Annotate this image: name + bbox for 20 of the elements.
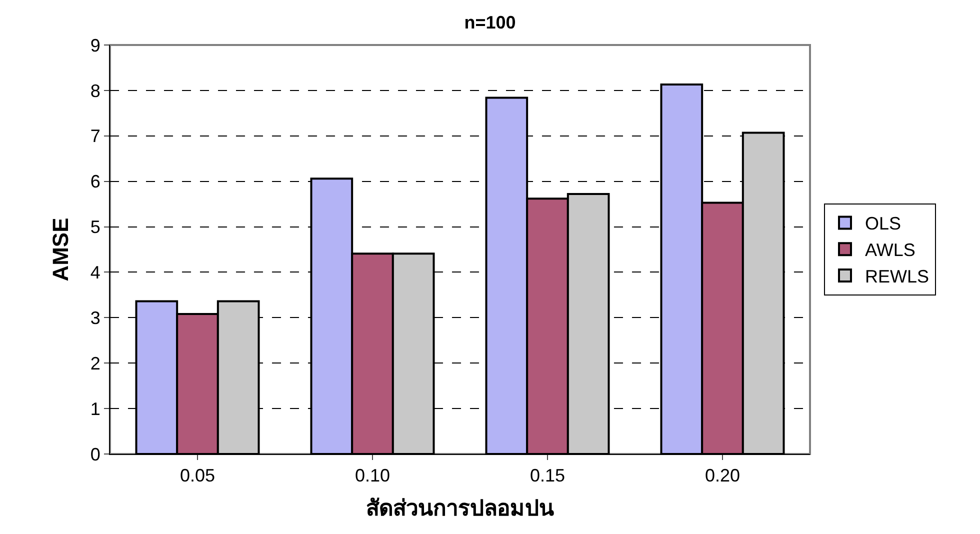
y-tick-label: 7 [90,126,100,146]
y-tick-label: 8 [90,80,100,101]
y-tick-label: 0 [90,444,100,464]
y-tick-label: 5 [90,217,100,238]
x-axis-title: สัดส่วนการปลอมปน [366,496,554,520]
chart-title: n=100 [464,12,516,33]
y-tick-label: 1 [90,398,100,419]
legend-label: OLS [865,214,902,234]
legend-label: AWLS [865,240,916,260]
y-tick-label: 6 [90,172,100,192]
legend-label: REWLS [865,266,930,287]
x-tick-label: 0.15 [530,466,566,486]
x-tick-label: 0.20 [704,466,740,486]
y-axis-title: AMSE [48,218,74,282]
y-tick-label: 9 [90,35,100,56]
y-tick-label: 2 [90,353,100,374]
y-tick-label: 4 [90,262,100,283]
y-tick-label: 3 [90,308,100,328]
x-tick-label: 0.05 [180,466,216,486]
x-tick-label: 0.10 [354,466,390,486]
